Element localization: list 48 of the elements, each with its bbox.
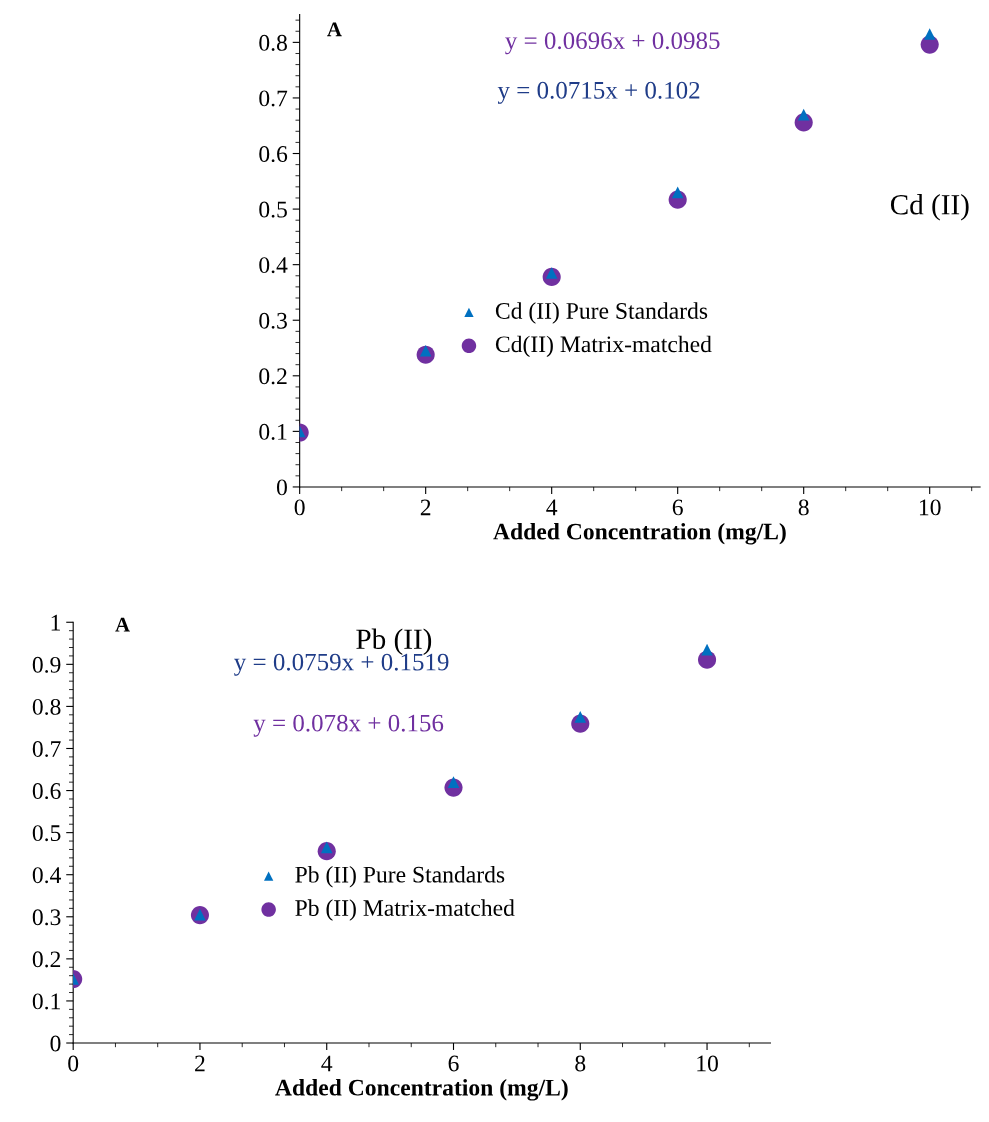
y-tick-label: 0.6 bbox=[32, 783, 61, 800]
y-tick-label: 0.2 bbox=[259, 368, 287, 385]
y-tick-label: 0.3 bbox=[32, 909, 61, 926]
point bbox=[671, 186, 684, 199]
y-tick-label: 0.7 bbox=[259, 90, 288, 107]
annotation: A bbox=[327, 22, 342, 37]
annotation: A bbox=[115, 617, 130, 632]
legend-label: Pb (II) Matrix-matched bbox=[295, 899, 515, 921]
y-tick-label: 0.4 bbox=[259, 257, 288, 274]
point bbox=[923, 28, 936, 40]
x-tick-label: 8 bbox=[798, 499, 809, 516]
y-tick-label: 0.1 bbox=[259, 423, 287, 440]
legend-label: Cd (II) Pure Standards bbox=[495, 302, 708, 324]
annotation: y = 0.0715x + 0.102 bbox=[497, 81, 700, 104]
y-tick-label: 0.8 bbox=[259, 34, 287, 51]
y-tick-label: 0.5 bbox=[259, 201, 287, 218]
y-tick-label: 0.4 bbox=[32, 867, 62, 884]
x-tick-label: 6 bbox=[448, 1055, 459, 1072]
text: Cd (II) bbox=[890, 194, 969, 221]
x-tick-label: 0 bbox=[294, 499, 305, 516]
y-tick-label: 1 bbox=[51, 614, 60, 631]
y-tick-label: 0.7 bbox=[32, 740, 61, 758]
y-tick-label: 0.2 bbox=[32, 951, 61, 968]
x-tick-label: 6 bbox=[672, 499, 683, 516]
x-tick-label: 10 bbox=[697, 1055, 718, 1072]
x-tick-label: 0 bbox=[68, 1055, 79, 1072]
point bbox=[797, 108, 810, 121]
x-tick-label: 4 bbox=[321, 1055, 333, 1072]
y-tick-label: 0.9 bbox=[32, 656, 61, 673]
annotation: y = 0.078x + 0.156 bbox=[253, 714, 444, 737]
y-tick-label: 0.6 bbox=[259, 146, 288, 163]
y-tick-label: 0 bbox=[276, 479, 287, 496]
x-axis-title: Added Concentration (mg/L) bbox=[275, 1079, 568, 1101]
x-tick-label: 10 bbox=[919, 499, 941, 516]
y-tick-label: 0 bbox=[50, 1035, 61, 1052]
legend-label: Cd(II) Matrix-matched bbox=[495, 335, 712, 358]
x-tick-label: 2 bbox=[420, 499, 431, 516]
x-tick-label: 8 bbox=[575, 1055, 586, 1072]
x-tick-label: 2 bbox=[195, 1055, 205, 1072]
legend-label: Pb (II) Pure Standards bbox=[295, 866, 505, 888]
y-tick-label: 0.8 bbox=[32, 698, 61, 715]
x-tick-label: 4 bbox=[546, 499, 558, 516]
y-tick-label: 0.1 bbox=[32, 993, 60, 1010]
x-axis-title: Added Concentration (mg/L) bbox=[493, 522, 786, 545]
y-tick-label: 0.5 bbox=[32, 825, 61, 842]
y-tick-label: 0.3 bbox=[259, 312, 287, 329]
annotation: y = 0.0759x + 0.1519 bbox=[234, 653, 449, 676]
annotation: y = 0.0696x + 0.0985 bbox=[505, 32, 720, 55]
